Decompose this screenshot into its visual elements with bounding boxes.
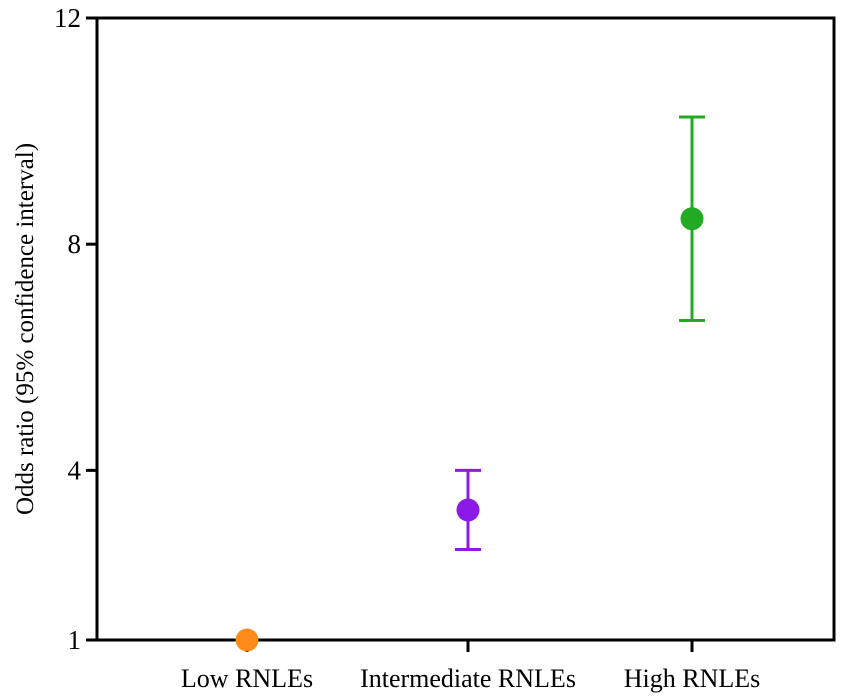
data-marks [235,115,705,652]
x-tick-label: Intermediate RNLEs [360,664,576,693]
data-point [235,628,259,652]
axes [95,16,836,642]
y-axis-title: Odds ratio (95% confidence interval) [12,143,39,515]
y-tick-label: 4 [68,455,82,485]
x-tick-label: Low RNLEs [181,664,313,693]
x-tick-label: High RNLEs [624,664,761,693]
y-tick-label: 1 [68,625,82,655]
data-point [680,207,704,231]
y-tick-label: 8 [68,229,82,259]
data-point [456,498,480,522]
y-tick-label: 12 [54,3,81,33]
y-axis-ticks: 1 4 8 12 [54,3,97,655]
x-axis-ticks: Low RNLEs Intermediate RNLEs High RNLEs [181,640,760,693]
